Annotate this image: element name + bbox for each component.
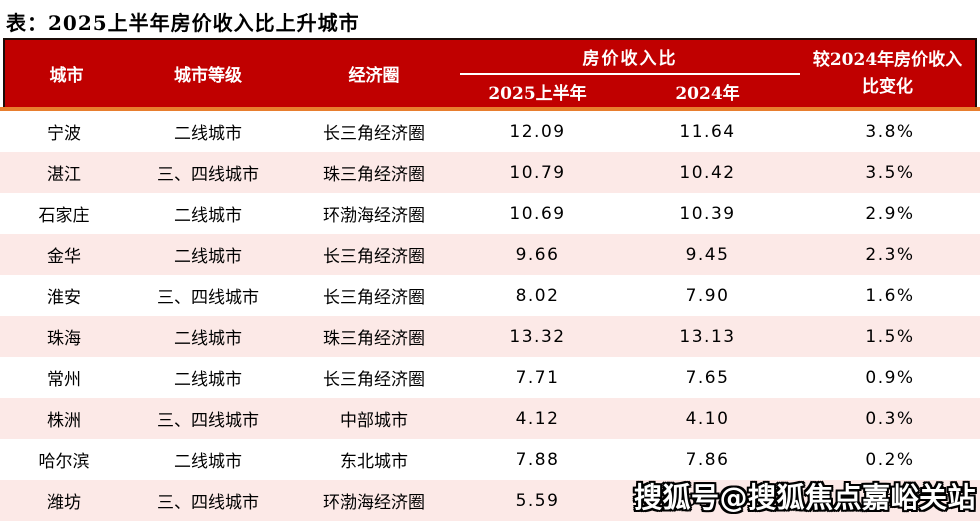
- city-tier-cell: 三、四线城市: [157, 411, 259, 431]
- change-cell: 0.2%: [865, 490, 915, 511]
- table-row: 湛江 三、四线城市 珠三角经济圈 10.79 10.42 3.5%: [0, 152, 980, 193]
- economic-circle-cell: 珠三角经济圈: [323, 165, 425, 185]
- city-cell: 常州: [47, 370, 81, 390]
- change-cell: 2.3%: [865, 244, 915, 265]
- city-tier-cell: 三、四线城市: [157, 493, 259, 513]
- economic-circle-cell: 东北城市: [340, 452, 408, 472]
- table-row: 淮安 三、四线城市 长三角经济圈 8.02 7.90 1.6%: [0, 275, 980, 316]
- change-cell: 0.2%: [865, 449, 915, 470]
- city-cell: 哈尔滨: [38, 452, 90, 472]
- economic-circle-cell: 中部城市: [340, 411, 408, 431]
- table-row: 金华 二线城市 长三角经济圈 9.66 9.45 2.3%: [0, 234, 980, 275]
- ratio-2025h1-cell: 12.09: [509, 121, 566, 142]
- ratio-2024-cell: 4.10: [685, 408, 730, 429]
- ratio-2024-cell: 5.58: [685, 490, 730, 511]
- change-cell: 0.9%: [865, 367, 915, 388]
- header-economic-circle: 经济圈: [348, 66, 400, 86]
- city-cell: 金华: [47, 247, 81, 267]
- table-row: 株洲 三、四线城市 中部城市 4.12 4.10 0.3%: [0, 398, 980, 439]
- change-cell: 2.9%: [865, 203, 915, 224]
- table-row: 哈尔滨 二线城市 东北城市 7.88 7.86 0.2%: [0, 439, 980, 480]
- ratio-2024-cell: 9.45: [685, 244, 730, 265]
- change-cell: 3.8%: [865, 121, 915, 142]
- city-tier-cell: 二线城市: [174, 329, 242, 349]
- header-ratio-2024: 2024年: [675, 83, 740, 104]
- city-tier-cell: 二线城市: [174, 206, 242, 226]
- ratio-2024-cell: 7.90: [685, 285, 730, 306]
- economic-circle-cell: 长三角经济圈: [323, 370, 425, 390]
- city-tier-cell: 二线城市: [174, 124, 242, 144]
- city-tier-cell: 二线城市: [174, 247, 242, 267]
- table-row: 常州 二线城市 长三角经济圈 7.71 7.65 0.9%: [0, 357, 980, 398]
- change-cell: 1.6%: [865, 285, 915, 306]
- city-cell: 石家庄: [38, 206, 90, 226]
- economic-circle-cell: 环渤海经济圈: [323, 493, 425, 513]
- table-row: 宁波 二线城市 长三角经济圈 12.09 11.64 3.8%: [0, 111, 980, 152]
- economic-circle-cell: 长三角经济圈: [323, 124, 425, 144]
- ratio-2025h1-cell: 5.59: [515, 490, 560, 511]
- city-cell: 湛江: [47, 165, 81, 185]
- table-body: 宁波 二线城市 长三角经济圈 12.09 11.64 3.8% 湛江 三、四线城…: [0, 111, 980, 521]
- header-ratio-divider: [460, 73, 800, 75]
- header-ratio-title: 房价收入比: [582, 49, 678, 69]
- city-cell: 潍坊: [47, 493, 81, 513]
- ratio-2024-cell: 10.39: [679, 203, 736, 224]
- city-cell: 株洲: [47, 411, 81, 431]
- ratio-2025h1-cell: 13.32: [509, 326, 566, 347]
- ratio-2024-cell: 13.13: [679, 326, 736, 347]
- city-tier-cell: 三、四线城市: [157, 165, 259, 185]
- city-cell: 宁波: [47, 124, 81, 144]
- ratio-2024-cell: 10.42: [679, 162, 736, 183]
- economic-circle-cell: 长三角经济圈: [323, 288, 425, 308]
- table-header: 城市 城市等级 经济圈 房价收入比 2025上半年 2024年 较2024年房价…: [3, 38, 977, 107]
- change-cell: 1.5%: [865, 326, 915, 347]
- sohu-watermark: 搜狐号@搜狐焦点嘉峪关站: [633, 480, 977, 515]
- ratio-2025h1-cell: 7.71: [515, 367, 560, 388]
- header-tier: 城市等级: [174, 66, 242, 86]
- economic-circle-cell: 珠三角经济圈: [323, 329, 425, 349]
- change-cell: 0.3%: [865, 408, 915, 429]
- city-tier-cell: 二线城市: [174, 370, 242, 390]
- city-cell: 淮安: [47, 288, 81, 308]
- header-city: 城市: [49, 66, 84, 86]
- city-cell: 珠海: [47, 329, 81, 349]
- city-tier-cell: 二线城市: [174, 452, 242, 472]
- header-change: 较2024年房价收入比变化: [812, 50, 963, 97]
- accent-underline: [0, 107, 980, 111]
- economic-circle-cell: 长三角经济圈: [323, 247, 425, 267]
- header-ratio-2025h1: 2025上半年: [488, 83, 587, 104]
- table-row: 珠海 二线城市 珠三角经济圈 13.32 13.13 1.5%: [0, 316, 980, 357]
- table-row: 石家庄 二线城市 环渤海经济圈 10.69 10.39 2.9%: [0, 193, 980, 234]
- change-cell: 3.5%: [865, 162, 915, 183]
- ratio-2025h1-cell: 8.02: [515, 285, 560, 306]
- ratio-2025h1-cell: 10.69: [509, 203, 566, 224]
- ratio-2025h1-cell: 9.66: [515, 244, 560, 265]
- ratio-2024-cell: 11.64: [679, 121, 736, 142]
- ratio-2024-cell: 7.86: [685, 449, 730, 470]
- city-tier-cell: 三、四线城市: [157, 288, 259, 308]
- economic-circle-cell: 环渤海经济圈: [323, 206, 425, 226]
- table-title: 表：2025上半年房价收入比上升城市: [6, 11, 360, 35]
- ratio-2025h1-cell: 7.88: [515, 449, 560, 470]
- ratio-2025h1-cell: 10.79: [509, 162, 566, 183]
- ratio-2025h1-cell: 4.12: [515, 408, 560, 429]
- header-ratio-group: 房价收入比 2025上半年 2024年: [460, 40, 800, 107]
- table-row: 潍坊 三、四线城市 环渤海经济圈 5.59 5.58 0.2%: [0, 480, 980, 521]
- ratio-2024-cell: 7.65: [685, 367, 730, 388]
